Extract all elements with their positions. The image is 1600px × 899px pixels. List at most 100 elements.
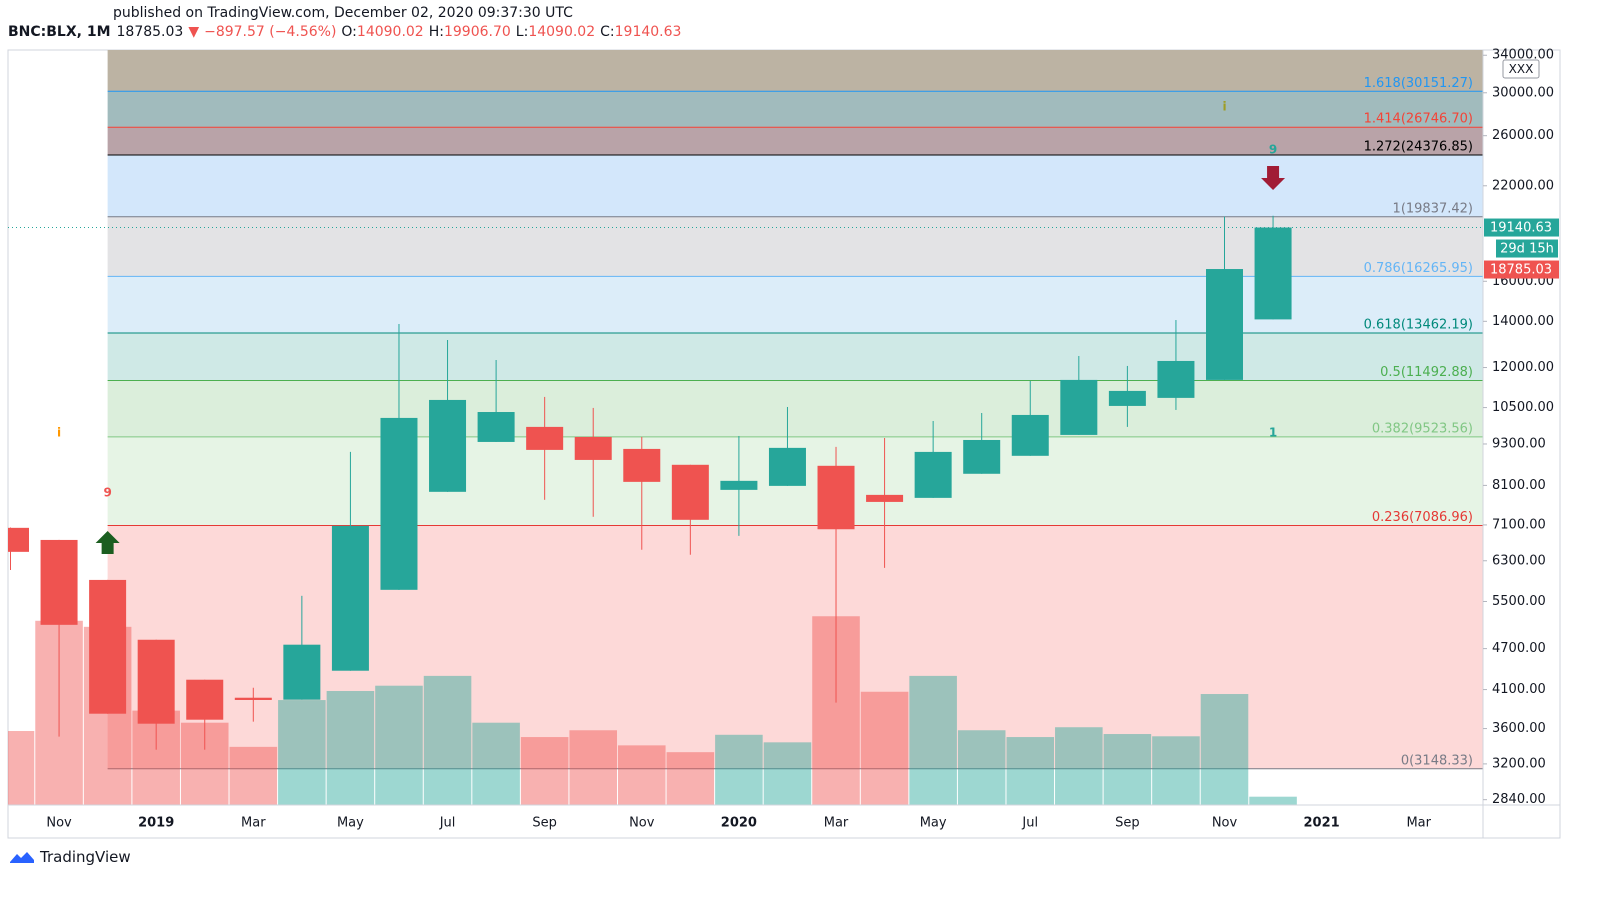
close-key: C: [600,24,615,40]
fib-label: 0.236(7086.96) [1372,510,1473,525]
y-tick-label: 26000.00 [1492,128,1554,143]
candle-body [1157,360,1195,398]
fib-zone [107,91,1483,128]
volume-bar [1200,694,1249,805]
volume-bar [1152,736,1200,805]
candle-body [671,464,709,520]
y-tick-label: 10500.00 [1492,400,1554,415]
fib-label: 1.618(30151.27) [1364,76,1473,91]
volume-bar [520,737,569,805]
logo-icon [10,852,34,863]
volume-bar [1055,727,1103,805]
y-tick-label: 4700.00 [1492,641,1546,656]
candle-body [1011,414,1049,456]
x-tick-label: Jul [1021,816,1038,831]
annotation: 9 [103,485,111,499]
close-value: 19140.63 [614,24,682,40]
candle-body [477,412,515,442]
y-tick-label: 22000.00 [1492,178,1554,193]
symbol: BNC:BLX, 1M [8,24,111,40]
price-badge-label: 29d 15h [1500,242,1554,257]
volume-bar [423,675,472,805]
volume-bar [326,690,375,805]
candle-body [331,525,369,671]
fib-zone [107,216,1483,277]
price-badge-label: 19140.63 [1490,221,1552,236]
annotation: i [57,425,61,439]
x-tick-label: 2021 [1304,816,1340,831]
candle-body [574,436,612,460]
y-tick-label: 3200.00 [1492,756,1546,771]
y-tick-label: 12000.00 [1492,360,1554,375]
volume-bar [278,700,326,805]
y-tick-label: 8100.00 [1492,478,1546,493]
x-tick-label: Mar [824,816,849,831]
x-tick-label: May [337,816,364,831]
x-tick-label: 2020 [721,816,757,831]
volume-bar [229,746,278,805]
volume-bar [618,745,666,805]
candle-body [720,480,758,490]
fib-label: 1(19837.42) [1393,201,1473,216]
candle-body [963,439,1001,474]
up-arrow [95,531,120,554]
volume-bar [8,731,35,805]
price-axis: 34000.0030000.0026000.0022000.0016000.00… [1483,48,1559,807]
scale-box [1502,59,1540,79]
price-badge-label: 18785.03 [1490,263,1552,278]
price-badge [1496,239,1558,258]
x-tick-label: Sep [1115,816,1140,831]
x-tick-label: May [920,816,947,831]
y-tick-label: 3600.00 [1492,721,1546,736]
y-tick-label: 9300.00 [1492,436,1546,451]
volume-bar [375,685,423,805]
fib-label: 0.786(16265.95) [1364,261,1473,276]
tradingview-logo: TradingView [8,848,131,866]
high-value: 19906.70 [443,24,511,40]
candle-body [866,494,904,502]
time-axis: Nov 2019 Mar May Jul Sep Nov 2020 Mar May Jul Sep No… [46,816,1431,831]
fib-label: 1.414(26746.70) [1364,112,1473,127]
candle-body [283,644,321,700]
open-value: 14090.02 [356,24,424,40]
volume-bar [715,734,763,805]
y-tick-label: 14000.00 [1492,314,1554,329]
fib-zone [107,380,1483,437]
y-tick-label: 5500.00 [1492,594,1546,609]
price-badge [1484,260,1559,279]
change-arrow: ▼ [188,24,200,40]
fib-zone [107,276,1483,334]
volume-bar [472,722,520,805]
last-price: 18785.03 [116,24,184,40]
candle-body [1060,379,1098,435]
volume-bar [666,752,715,805]
fib-zone [107,155,1483,217]
candle-body [1108,390,1146,406]
x-tick-label: Nov [46,816,72,831]
candle-body [1206,269,1243,380]
plot-area: 0(3148.33) 0.236(7086.96) 0.382(9523.56) 0.… [8,50,1483,805]
volume-bar [1249,796,1297,805]
fib-zone [107,127,1483,156]
y-tick-label: 4100.00 [1492,682,1546,697]
volume-bar [1006,737,1055,805]
y-tick-label: 2840.00 [1492,792,1546,807]
candle-body [234,697,272,700]
fib-label: 1.272(24376.85) [1364,140,1473,155]
volume-bar [860,691,909,805]
volume-bar [569,730,617,805]
candle-body [768,447,806,486]
annotation: 1 [1269,425,1277,439]
y-tick-label: 30000.00 [1492,85,1554,100]
fib-zone [107,333,1483,381]
candle-body [8,527,29,552]
candle-body [89,579,127,714]
candle-body [1254,227,1292,320]
change: −897.57 (−4.56%) [204,24,337,40]
candle-body [914,451,952,498]
logo-text: TradingView [40,848,131,866]
volume-bar [1103,734,1152,805]
down-arrow [1261,166,1286,190]
